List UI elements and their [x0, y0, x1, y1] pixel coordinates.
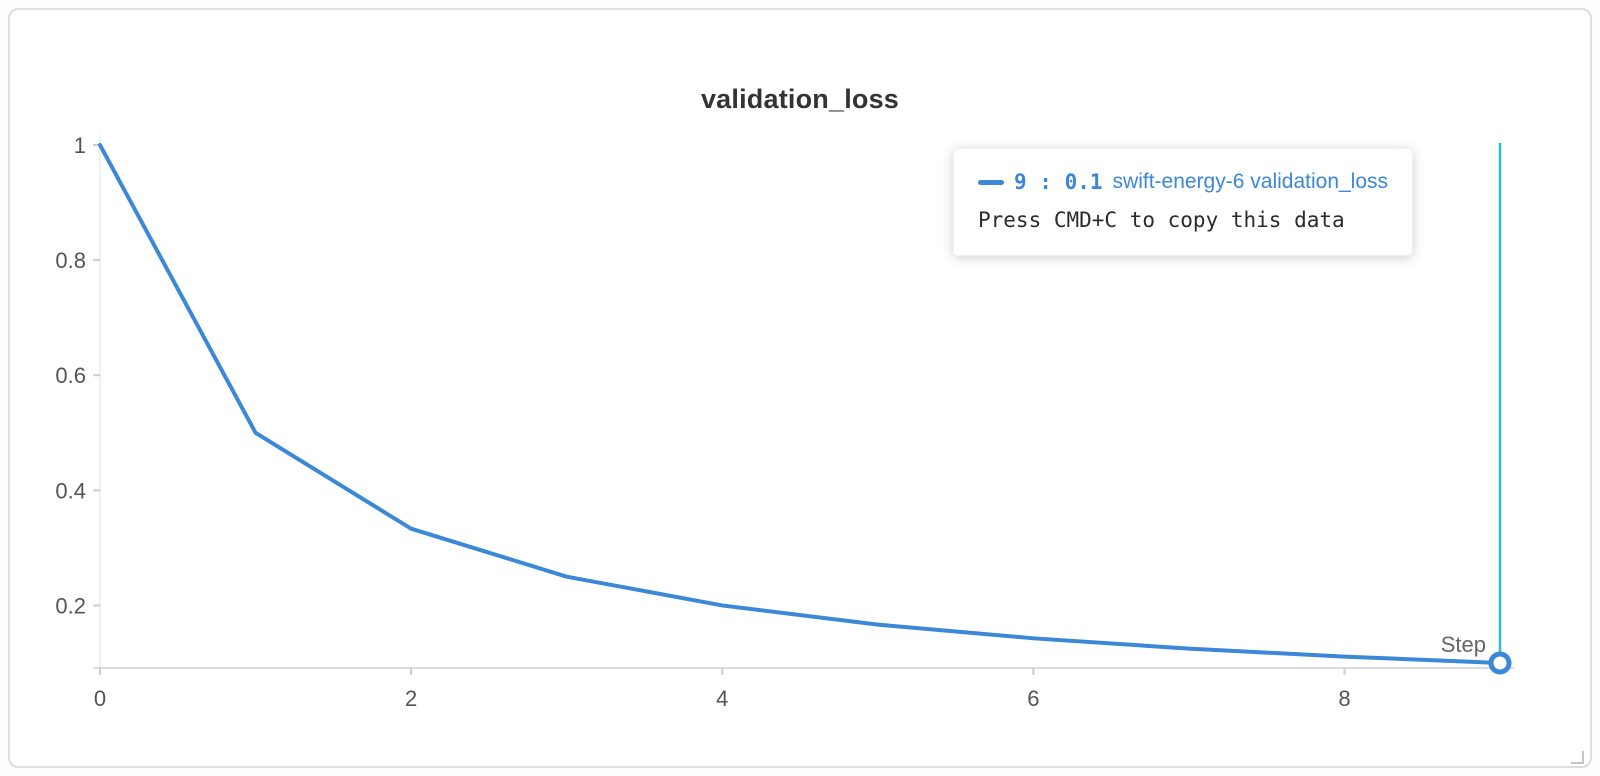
resize-handle[interactable] [1571, 751, 1584, 764]
hover-tooltip: 9 : 0.1 swift-energy-6 validation_loss P… [953, 148, 1414, 256]
tooltip-run-name: swift-energy-6 [1112, 170, 1245, 193]
chart-title: validation_loss [700, 84, 900, 114]
x-tick-label: 6 [1027, 686, 1039, 711]
tooltip-hint: Press CMD+C to copy this data [978, 208, 1345, 232]
y-tick-label: 0.6 [55, 363, 86, 388]
x-axis-label: Step [1440, 632, 1486, 657]
tooltip-step: 9 : [1014, 170, 1052, 194]
y-tick-label: 0.2 [55, 593, 86, 618]
x-tick-label: 4 [716, 686, 728, 711]
panel-border [8, 8, 1592, 768]
tooltip-metric: validation_loss [1250, 170, 1389, 193]
series-line-icon [978, 179, 1004, 185]
y-tick-label: 0.4 [55, 478, 86, 503]
y-tick-label: 1 [74, 133, 86, 158]
tooltip-value: 0.1 [1064, 170, 1103, 194]
tooltip-step-value: 9 : 0.1 [1014, 163, 1103, 201]
x-tick-label: 0 [94, 686, 106, 711]
x-tick-label: 8 [1338, 686, 1350, 711]
tooltip-run-metric: swift-energy-6 validation_loss [1113, 163, 1389, 201]
x-tick-label: 2 [405, 686, 417, 711]
y-tick-label: 0.8 [55, 248, 86, 273]
tooltip-series-row: 9 : 0.1 swift-energy-6 validation_loss [978, 163, 1388, 201]
highlight-point-marker [1488, 651, 1512, 675]
loss-line [98, 143, 1502, 665]
